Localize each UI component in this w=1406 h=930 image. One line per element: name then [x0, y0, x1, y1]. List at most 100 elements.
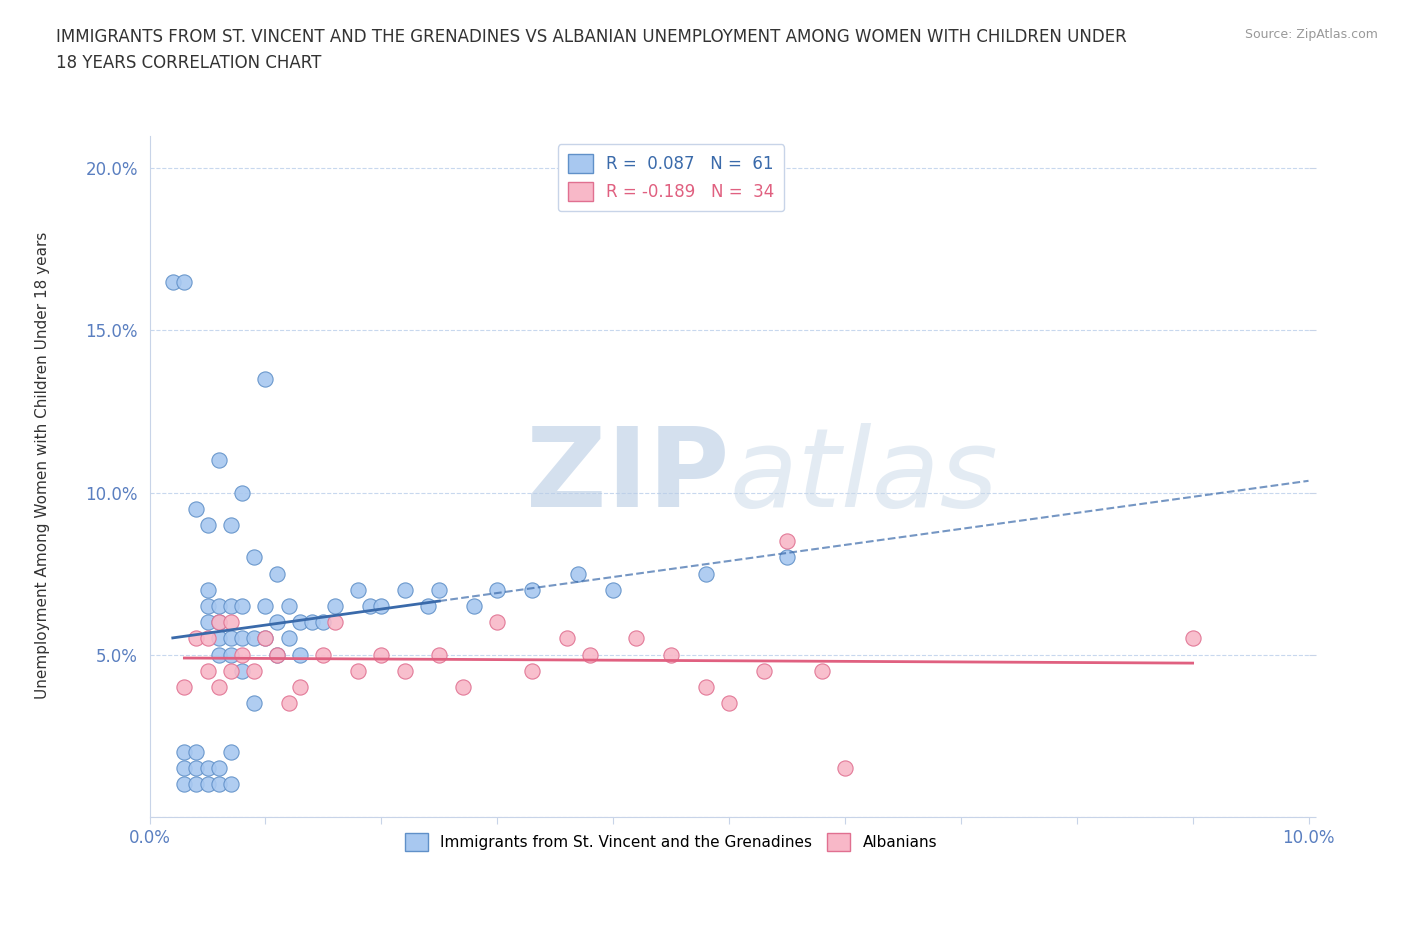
- Point: [184, 761, 207, 776]
- Point: [173, 744, 195, 759]
- Point: [243, 663, 266, 678]
- Point: [219, 517, 242, 532]
- Point: [254, 631, 277, 645]
- Point: [695, 680, 717, 695]
- Point: [208, 615, 231, 630]
- Point: [359, 599, 381, 614]
- Point: [231, 631, 253, 645]
- Point: [312, 647, 335, 662]
- Point: [323, 599, 346, 614]
- Point: [184, 777, 207, 791]
- Point: [208, 615, 231, 630]
- Point: [197, 761, 219, 776]
- Point: [219, 777, 242, 791]
- Point: [370, 647, 392, 662]
- Point: [602, 582, 624, 597]
- Point: [266, 615, 288, 630]
- Point: [219, 615, 242, 630]
- Point: [243, 631, 266, 645]
- Point: [208, 599, 231, 614]
- Point: [254, 631, 277, 645]
- Point: [290, 615, 312, 630]
- Point: [277, 599, 299, 614]
- Point: [208, 453, 231, 468]
- Point: [208, 777, 231, 791]
- Point: [347, 582, 370, 597]
- Point: [184, 631, 207, 645]
- Point: [254, 372, 277, 387]
- Point: [277, 696, 299, 711]
- Point: [173, 777, 195, 791]
- Point: [520, 663, 543, 678]
- Text: Source: ZipAtlas.com: Source: ZipAtlas.com: [1244, 28, 1378, 41]
- Point: [208, 680, 231, 695]
- Point: [197, 582, 219, 597]
- Point: [208, 761, 231, 776]
- Point: [231, 663, 253, 678]
- Point: [243, 696, 266, 711]
- Point: [370, 599, 392, 614]
- Legend: Immigrants from St. Vincent and the Grenadines, Albanians: Immigrants from St. Vincent and the Gren…: [399, 827, 943, 857]
- Point: [197, 517, 219, 532]
- Point: [659, 647, 682, 662]
- Point: [301, 615, 323, 630]
- Point: [173, 274, 195, 289]
- Point: [776, 534, 799, 549]
- Point: [290, 680, 312, 695]
- Point: [567, 566, 589, 581]
- Point: [323, 615, 346, 630]
- Point: [266, 566, 288, 581]
- Point: [776, 550, 799, 565]
- Point: [184, 744, 207, 759]
- Point: [219, 744, 242, 759]
- Point: [197, 599, 219, 614]
- Point: [312, 615, 335, 630]
- Point: [277, 631, 299, 645]
- Point: [162, 274, 184, 289]
- Point: [427, 647, 450, 662]
- Text: atlas: atlas: [730, 423, 998, 530]
- Point: [834, 761, 856, 776]
- Point: [197, 615, 219, 630]
- Point: [184, 501, 207, 516]
- Point: [219, 631, 242, 645]
- Point: [810, 663, 832, 678]
- Point: [1181, 631, 1204, 645]
- Point: [718, 696, 741, 711]
- Point: [347, 663, 370, 678]
- Point: [626, 631, 648, 645]
- Point: [231, 599, 253, 614]
- Point: [427, 582, 450, 597]
- Point: [266, 647, 288, 662]
- Point: [219, 647, 242, 662]
- Point: [219, 663, 242, 678]
- Point: [394, 663, 416, 678]
- Text: IMMIGRANTS FROM ST. VINCENT AND THE GRENADINES VS ALBANIAN UNEMPLOYMENT AMONG WO: IMMIGRANTS FROM ST. VINCENT AND THE GREN…: [56, 28, 1128, 73]
- Point: [173, 680, 195, 695]
- Text: ZIP: ZIP: [526, 423, 730, 530]
- Point: [219, 599, 242, 614]
- Point: [173, 761, 195, 776]
- Text: Unemployment Among Women with Children Under 18 years: Unemployment Among Women with Children U…: [35, 232, 49, 698]
- Point: [197, 663, 219, 678]
- Point: [579, 647, 602, 662]
- Point: [197, 777, 219, 791]
- Point: [266, 647, 288, 662]
- Point: [695, 566, 717, 581]
- Point: [486, 582, 509, 597]
- Point: [416, 599, 439, 614]
- Point: [486, 615, 509, 630]
- Point: [555, 631, 578, 645]
- Point: [394, 582, 416, 597]
- Point: [197, 631, 219, 645]
- Point: [231, 647, 253, 662]
- Point: [290, 647, 312, 662]
- Point: [231, 485, 253, 500]
- Point: [243, 550, 266, 565]
- Point: [254, 599, 277, 614]
- Point: [208, 647, 231, 662]
- Point: [520, 582, 543, 597]
- Point: [752, 663, 775, 678]
- Point: [208, 631, 231, 645]
- Point: [463, 599, 485, 614]
